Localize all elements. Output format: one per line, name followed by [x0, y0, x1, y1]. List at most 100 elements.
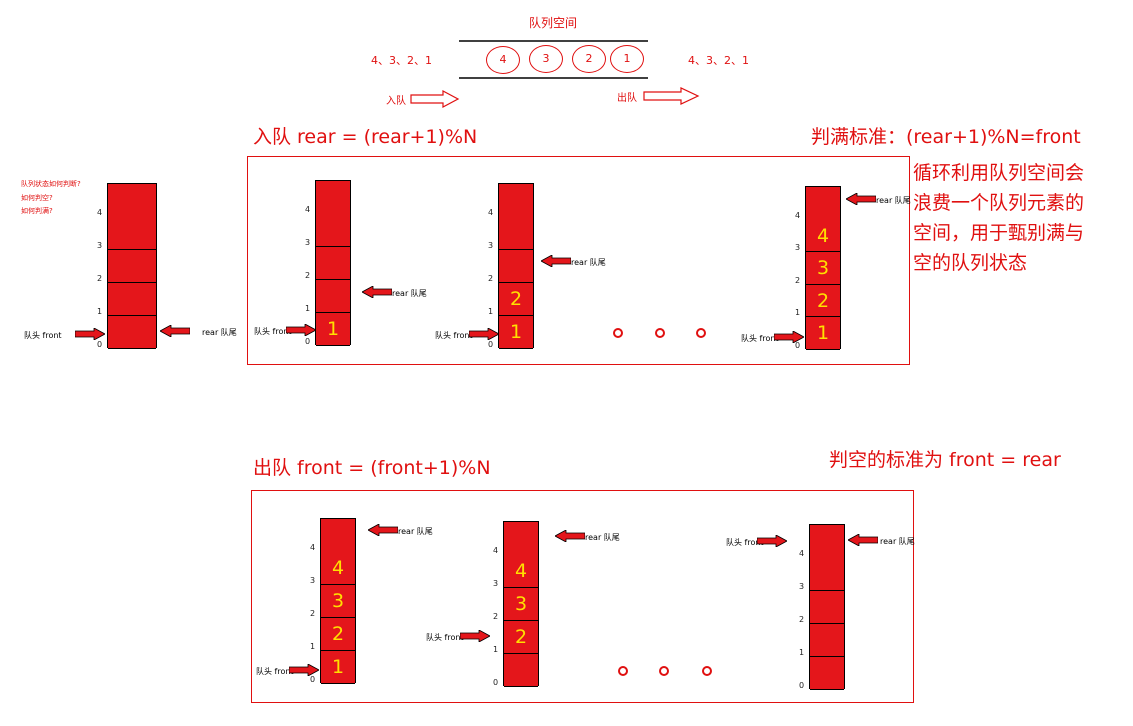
queue-cell	[108, 217, 156, 250]
dequeue-heading: 出队 front = (front+1)%N	[253, 457, 491, 479]
front-arrow-icon	[469, 328, 499, 340]
queue-cell: 2	[806, 284, 840, 317]
queue-cell: 3	[504, 588, 538, 621]
queue-cell	[810, 558, 844, 591]
queue-cell	[316, 214, 350, 247]
queue-cell: 1	[806, 317, 840, 350]
ellipsis-dot	[696, 328, 706, 338]
queue-cell	[316, 181, 350, 214]
queue-cell	[810, 591, 844, 624]
slot-index: 1	[310, 642, 316, 651]
slot-index: 2	[488, 274, 494, 283]
slot-index: 2	[97, 274, 103, 283]
in-sequence: 4、3、2、1	[371, 54, 432, 67]
out-sequence: 4、3、2、1	[688, 54, 749, 67]
slot-index: 1	[799, 648, 805, 657]
front-arrow-icon	[286, 324, 316, 336]
front-label: 队头 front	[256, 667, 294, 676]
queue-cell	[108, 250, 156, 283]
front-label: 队头 front	[254, 327, 292, 336]
queue-cell	[504, 654, 538, 687]
front-arrow-icon	[289, 664, 319, 676]
slot-index: 0	[493, 678, 499, 687]
front-arrow-icon	[774, 331, 804, 343]
queue-cell	[499, 217, 533, 250]
ellipsis-dot	[659, 666, 669, 676]
rear-arrow-icon	[555, 530, 585, 542]
queue-cell	[108, 184, 156, 217]
rear-arrow-icon	[846, 193, 876, 205]
queue-ball: 2	[572, 45, 606, 73]
front-arrow-icon	[460, 630, 490, 642]
rear-arrow-icon	[848, 534, 878, 546]
slot-index: 3	[97, 241, 103, 250]
slot-index: 0	[310, 675, 316, 684]
slot-index: 1	[795, 308, 801, 317]
slot-index: 0	[488, 340, 494, 349]
slot-index: 3	[795, 243, 801, 252]
slot-index: 4	[795, 210, 801, 220]
rear-arrow-icon	[368, 524, 398, 536]
slot-index: 3	[799, 582, 805, 591]
queue-cell	[316, 247, 350, 280]
slot-index: 1	[493, 645, 499, 654]
slot-index: 3	[310, 576, 316, 585]
rear-arrow-icon	[160, 325, 190, 337]
slot-index: 4	[310, 543, 316, 552]
rear-arrow-icon	[362, 286, 392, 298]
slot-index: 1	[488, 307, 494, 316]
queue-cell: 3	[321, 585, 355, 618]
slot-index: 0	[799, 681, 805, 690]
queue-cell	[504, 522, 538, 555]
slot-index: 2	[799, 615, 805, 624]
rear-label: rear 队尾	[876, 196, 911, 205]
queue-cell	[499, 250, 533, 283]
rear-label: rear 队尾	[202, 328, 237, 337]
rear-label: rear 队尾	[571, 258, 606, 267]
slot-index: 4	[799, 549, 805, 558]
left-note: 如何判满?	[21, 207, 53, 215]
enqueue-heading: 入队 rear = (rear+1)%N	[253, 126, 478, 148]
rear-label: rear 队尾	[585, 533, 620, 542]
enqueue-frame	[247, 156, 910, 365]
out-arrow-icon	[643, 87, 700, 105]
out-label: 出队	[617, 93, 637, 104]
slot-index: 4	[305, 205, 311, 214]
in-arrow-icon	[410, 90, 460, 108]
slot-index: 0	[97, 340, 103, 349]
full-rule-note: 循环利用队列空间会浪费一个队列元素的空间，用于甄别满与空的队列状态	[913, 162, 1085, 274]
rear-label: rear 队尾	[398, 527, 433, 536]
queue-cell: 4	[806, 219, 840, 252]
slot-index: 4	[97, 208, 103, 217]
queue-stack: 1	[315, 180, 351, 346]
slot-index: 2	[795, 275, 801, 285]
queue-cell: 1	[321, 651, 355, 684]
queue-space-title: 队列空间	[529, 16, 578, 30]
front-label: 队头 front	[24, 331, 62, 340]
queue-cell: 1	[499, 316, 533, 349]
left-note: 如何判空?	[21, 194, 53, 202]
queue-stack	[107, 183, 157, 349]
front-arrow-icon	[757, 535, 787, 547]
slot-index: 1	[305, 304, 311, 313]
queue-cell	[108, 316, 156, 349]
front-label: 队头 front	[741, 334, 779, 343]
slot-index: 2	[310, 609, 316, 618]
queue-cell: 4	[504, 555, 538, 588]
queue-cell	[810, 624, 844, 657]
rear-arrow-icon	[541, 255, 571, 267]
slot-index: 4	[488, 208, 494, 217]
slot-index: 3	[488, 241, 494, 250]
queue-ball: 4	[486, 46, 520, 74]
slot-index: 0	[305, 337, 311, 346]
queue-cell	[316, 280, 350, 313]
queue-cell	[321, 519, 355, 552]
slot-index: 4	[493, 546, 499, 555]
queue-cell	[810, 525, 844, 558]
queue-cell: 2	[321, 618, 355, 651]
ellipsis-dot	[702, 666, 712, 676]
empty-rule: 判空的标准为 front = rear	[829, 449, 1061, 471]
slot-index: 3	[305, 238, 311, 247]
